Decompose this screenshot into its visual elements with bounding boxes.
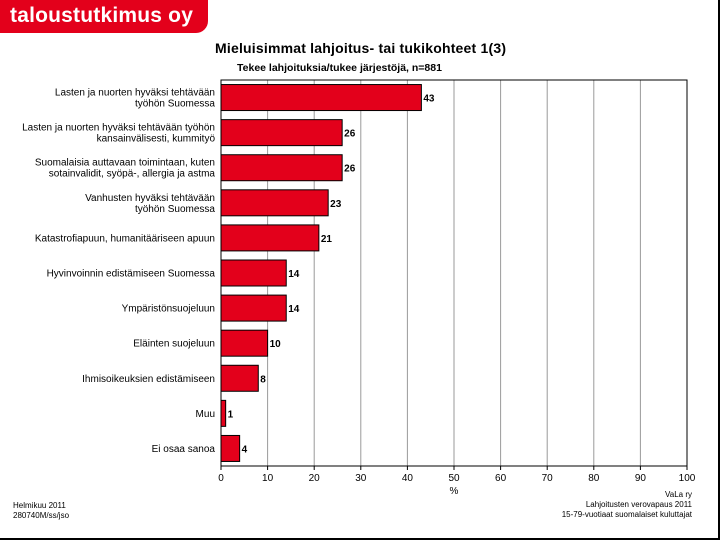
category-label-6-line-0: Ympäristönsuojeluun — [122, 304, 215, 315]
bar-7 — [220, 329, 269, 357]
value-label-0: 43 — [423, 94, 435, 105]
bar-3 — [220, 189, 329, 217]
category-label-0-line-1: työhön Suomessa — [135, 99, 215, 110]
value-label-10: 4 — [242, 444, 248, 455]
footer-code: 280740M/ss/jso — [13, 511, 70, 520]
category-label-3: Vanhusten hyväksi tehtävään työhön Suomes… — [85, 193, 215, 215]
tick-label-8: 80 — [588, 473, 600, 484]
x-axis-label: % — [450, 486, 459, 497]
chart-title: Mieluisimmat lahjoitus- tai tukikohteet … — [215, 40, 507, 56]
tick-label-4: 40 — [402, 473, 414, 484]
category-label-1-line-1: kansainvälisesti, kummityö — [97, 134, 216, 145]
category-label-7-line-0: Eläinten suojeluun — [133, 339, 215, 350]
category-label-8: Ihmisoikeuksien edistämiseen — [82, 374, 215, 385]
category-label-2-line-1: sotainvalidit, syöpä-, allergia ja astma — [49, 169, 216, 180]
category-label-6: Ympäristönsuojeluun — [122, 304, 215, 315]
bar-1 — [220, 119, 343, 147]
bar-2 — [220, 154, 343, 182]
bar-10 — [220, 434, 241, 462]
tick-label-9: 90 — [635, 473, 647, 484]
category-label-8-line-0: Ihmisoikeuksien edistämiseen — [82, 374, 215, 385]
category-label-0: Lasten ja nuorten hyväksi tehtävään työhö… — [55, 88, 216, 110]
tick-label-3: 30 — [355, 473, 367, 484]
value-label-2: 26 — [344, 164, 356, 175]
category-label-0-line-0: Lasten ja nuorten hyväksi tehtävään — [55, 88, 215, 99]
category-label-7: Eläinten suojeluun — [133, 339, 215, 350]
tick-label-10: 100 — [679, 473, 696, 484]
value-label-1: 26 — [344, 129, 356, 140]
footer-study: Lahjoitusten verovapaus 2011 — [585, 500, 692, 509]
value-label-9: 1 — [228, 409, 234, 420]
category-label-10-line-0: Ei osaa sanoa — [152, 444, 216, 455]
category-label-9: Muu — [196, 409, 215, 420]
value-label-6: 14 — [288, 304, 300, 315]
category-label-3-line-1: työhön Suomessa — [135, 204, 215, 215]
footer-left: Helmikuu 2011 280740M/ss/jso — [13, 501, 69, 521]
bar-8 — [220, 364, 259, 392]
category-label-4-line-0: Katastrofiapuun, humanitääriseen apuun — [35, 233, 215, 244]
tick-label-2: 20 — [309, 473, 321, 484]
tick-label-1: 10 — [262, 473, 274, 484]
company-logo: taloustutkimus oy — [0, 0, 208, 33]
logo-text: taloustutkimus oy — [10, 4, 194, 27]
bar-4 — [220, 224, 320, 252]
category-label-5: Hyvinvoinnin edistämiseen Suomessa — [47, 269, 216, 280]
tick-label-7: 70 — [542, 473, 554, 484]
bar-6 — [220, 294, 287, 322]
value-label-8: 8 — [260, 374, 266, 385]
category-label-3-line-0: Vanhusten hyväksi tehtävään — [85, 193, 215, 204]
category-label-1: Lasten ja nuorten hyväksi tehtävään työh… — [22, 123, 215, 145]
category-label-10: Ei osaa sanoa — [152, 444, 216, 455]
footer-right: VaLa ry Lahjoitusten verovapaus 2011 15-… — [562, 490, 692, 520]
footer-client: VaLa ry — [665, 490, 692, 499]
tick-label-5: 50 — [448, 473, 460, 484]
bar-5 — [220, 259, 287, 287]
category-label-2: Suomalaisia auttavaan toimintaan, kuten s… — [35, 158, 216, 180]
chart-subtitle: Tekee lahjoituksia/tukee järjestöjä, n=8… — [237, 62, 442, 74]
footer-date: Helmikuu 2011 — [13, 501, 66, 510]
category-label-9-line-0: Muu — [196, 409, 215, 420]
tick-label-6: 60 — [495, 473, 507, 484]
category-label-4: Katastrofiapuun, humanitääriseen apuun — [35, 233, 215, 244]
bar-9 — [220, 399, 227, 427]
value-label-7: 10 — [270, 339, 282, 350]
value-label-4: 21 — [321, 234, 333, 245]
value-label-5: 14 — [288, 269, 300, 280]
value-label-3: 23 — [330, 199, 342, 210]
bar-0 — [220, 84, 422, 112]
category-label-1-line-0: Lasten ja nuorten hyväksi tehtävään työh… — [22, 123, 215, 134]
category-label-2-line-0: Suomalaisia auttavaan toimintaan, kuten — [35, 158, 215, 169]
tick-label-0: 0 — [218, 473, 224, 484]
footer-population: 15-79-vuotiaat suomalaiset kuluttajat — [561, 510, 692, 519]
category-label-5-line-0: Hyvinvoinnin edistämiseen Suomessa — [47, 269, 216, 280]
